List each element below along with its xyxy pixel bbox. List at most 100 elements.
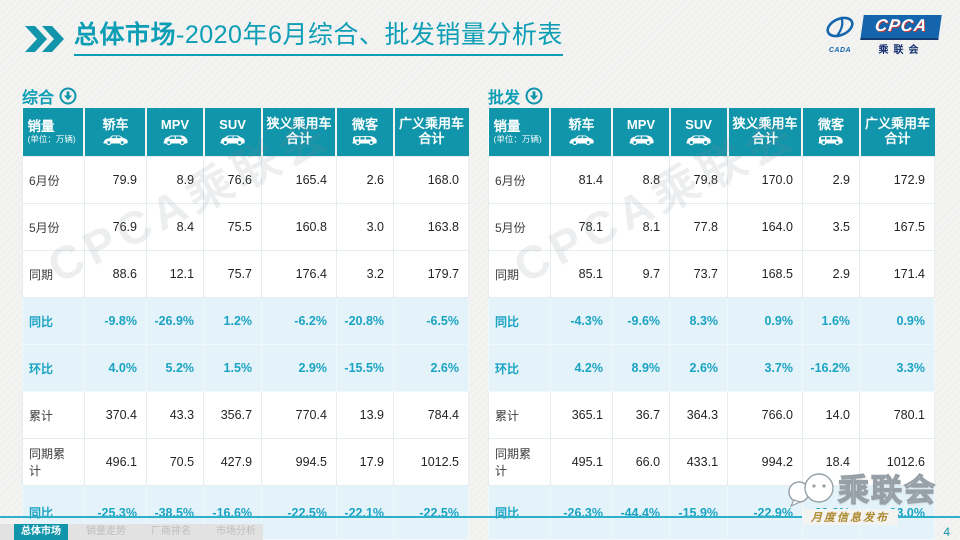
row-label: 同期累计 — [488, 438, 551, 486]
table-row: 6月份 81.4 8.8 79.8 170.0 2.9 172.9 — [488, 156, 935, 204]
table-row: 同比 -4.3% -9.6% 8.3% 0.9% 1.6% 0.9% — [488, 297, 935, 345]
cell: 1.2% — [203, 297, 263, 345]
cpca-sub-label: 乘联会 — [878, 44, 924, 56]
cell: 364.3 — [669, 391, 729, 439]
cell: 171.4 — [859, 250, 935, 298]
sedan-icon — [85, 133, 145, 146]
col-header-sales: 销量 (单位：万辆) — [22, 108, 86, 157]
section-heading: 综合 — [22, 84, 469, 108]
sedan-icon — [551, 133, 611, 146]
cell: 70.5 — [145, 438, 205, 486]
cell: 2.6% — [669, 344, 729, 392]
mpv-icon — [147, 133, 202, 146]
cell: 770.4 — [261, 391, 337, 439]
header-row: 销量 (单位：万辆) 轿车 MPV SUV 狭义乘用车 合计 微客 广义乘用车 合计 — [488, 108, 935, 157]
cell: 8.3% — [669, 297, 729, 345]
cell: 8.9% — [611, 344, 671, 392]
cell: 1012.5 — [393, 438, 469, 486]
col-header: MPV — [146, 108, 205, 157]
wechat-bubbles-icon — [788, 473, 834, 508]
col-header: MPV — [612, 108, 671, 157]
nav-tab[interactable]: 厂商排名 — [151, 526, 191, 537]
page-title-bold: 总体市场 — [74, 21, 177, 49]
cell: 76.9 — [83, 203, 147, 251]
cell: 176.4 — [261, 250, 337, 298]
suv-icon — [671, 133, 727, 146]
cell: 5.2% — [145, 344, 205, 392]
data-table: 销量 (单位：万辆) 轿车 MPV SUV 狭义乘用车 合计 微客 广义乘用车 合计 6月份 79.9… — [22, 108, 469, 540]
row-label: 累计 — [22, 391, 85, 439]
table-row: 5月份 76.9 8.4 75.5 160.8 3.0 163.8 — [22, 203, 469, 251]
section-title: 批发 — [488, 90, 521, 107]
cell: 167.5 — [859, 203, 935, 251]
cell: 3.3% — [859, 344, 935, 392]
cell: 3.5 — [801, 203, 861, 251]
cell: 2.9% — [261, 344, 337, 392]
nav-tab[interactable]: 总体市场 — [14, 524, 68, 540]
suv-icon — [205, 133, 261, 146]
cell: 0.9% — [859, 297, 935, 345]
cell: 2.9 — [801, 156, 861, 204]
cell: 496.1 — [83, 438, 147, 486]
cell: 495.1 — [549, 438, 613, 486]
table-row: 同期 88.6 12.1 75.7 176.4 3.2 179.7 — [22, 250, 469, 298]
section-title: 综合 — [22, 90, 55, 107]
col-header: SUV — [669, 108, 729, 157]
cell: -15.5% — [335, 344, 395, 392]
cell: 43.3 — [145, 391, 205, 439]
page-title: 总体市场-2020年6月综合、批发销量分析表 — [74, 21, 563, 56]
nav-tab[interactable]: 销量走势 — [86, 526, 126, 537]
bottom-nav: 总体市场 销量走势 厂商排名 市场分析 — [0, 524, 263, 540]
mpv-icon — [613, 133, 668, 146]
cell: 163.8 — [393, 203, 469, 251]
cell: 12.1 — [145, 250, 205, 298]
cell: 356.7 — [203, 391, 263, 439]
cell: 76.6 — [203, 156, 263, 204]
cell: 0.9% — [727, 297, 803, 345]
cell: 2.6 — [335, 156, 395, 204]
table-row: 6月份 79.9 8.9 76.6 165.4 2.6 168.0 — [22, 156, 469, 204]
table-row: 累计 370.4 43.3 356.7 770.4 13.9 784.4 — [22, 391, 469, 439]
table-row: 累计 365.1 36.7 364.3 766.0 14.0 780.1 — [488, 391, 935, 439]
cpca-logo: CADA CPCA 乘联会 — [822, 10, 942, 60]
cell: -22.5% — [261, 485, 337, 540]
cell: 994.5 — [261, 438, 337, 486]
cell: -6.5% — [393, 297, 469, 345]
circle-down-arrow-icon[interactable] — [525, 87, 543, 105]
cell: 13.9 — [335, 391, 395, 439]
cell: 79.8 — [669, 156, 729, 204]
col-header: 轿车 — [84, 108, 148, 157]
row-label: 累计 — [488, 391, 551, 439]
page-title-rest: -2020年6月综合、批发销量分析表 — [176, 21, 563, 49]
minibus-icon — [803, 133, 858, 146]
cell: 4.2% — [549, 344, 613, 392]
cell: 427.9 — [203, 438, 263, 486]
cell: 766.0 — [727, 391, 803, 439]
header-row: 销量 (单位：万辆) 轿车 MPV SUV 狭义乘用车 合计 微客 广义乘用车 合计 — [22, 108, 469, 157]
cell: 3.7% — [727, 344, 803, 392]
cell: 81.4 — [549, 156, 613, 204]
title-row: 总体市场-2020年6月综合、批发销量分析表 — [24, 21, 563, 56]
row-label: 同期 — [488, 250, 551, 298]
row-label: 5月份 — [22, 203, 85, 251]
cell: 168.5 — [727, 250, 803, 298]
col-header-sales: 销量 (单位：万辆) — [488, 108, 552, 157]
cell: 164.0 — [727, 203, 803, 251]
cell: 3.2 — [335, 250, 395, 298]
col-header: 广义乘用车 合计 — [859, 108, 935, 157]
col-header: 广义乘用车 合计 — [393, 108, 469, 157]
data-table: 销量 (单位：万辆) 轿车 MPV SUV 狭义乘用车 合计 微客 广义乘用车 合计 6月份 81.4… — [488, 108, 935, 540]
cell: 75.5 — [203, 203, 263, 251]
nav-tab[interactable]: 市场分析 — [216, 526, 256, 537]
cell: -4.3% — [549, 297, 613, 345]
cell: -44.4% — [611, 485, 671, 540]
cell: 170.0 — [727, 156, 803, 204]
circle-down-arrow-icon[interactable] — [59, 87, 77, 105]
table-row: 同期累计 495.1 66.0 433.1 994.2 18.4 1012.6 — [488, 438, 935, 486]
cell: -26.3% — [549, 485, 613, 540]
cell: 8.1 — [611, 203, 671, 251]
cell: 433.1 — [669, 438, 729, 486]
cell: 36.7 — [611, 391, 671, 439]
table-row: 同比 -9.8% -26.9% 1.2% -6.2% -20.8% -6.5% — [22, 297, 469, 345]
